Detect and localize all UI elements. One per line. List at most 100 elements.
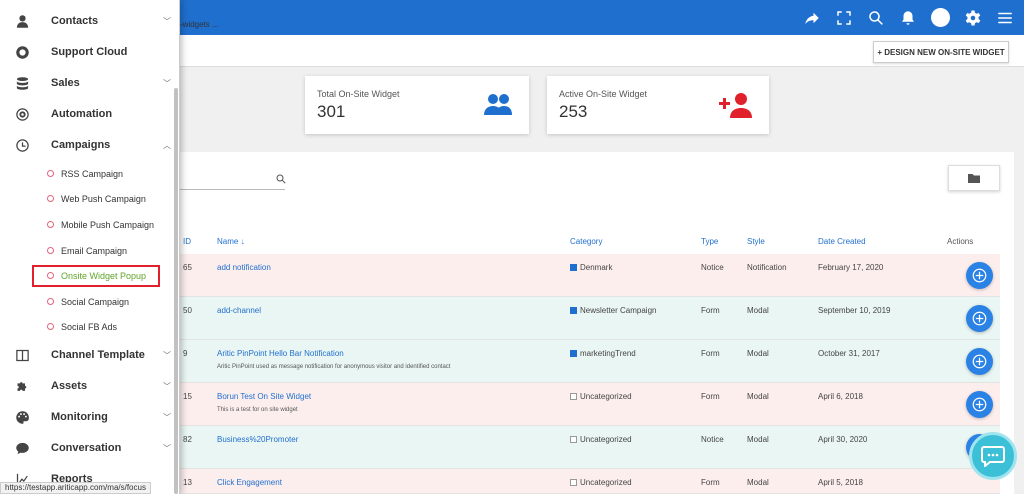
cell-id: 65 bbox=[183, 263, 192, 272]
person-icon bbox=[14, 13, 30, 29]
category-label: Denmark bbox=[580, 263, 613, 272]
chat-bubble-icon bbox=[14, 440, 30, 456]
cell-category: Denmark bbox=[570, 263, 612, 272]
add-action-button[interactable] bbox=[966, 391, 993, 418]
folder-button[interactable] bbox=[948, 165, 1000, 191]
cell-type: Form bbox=[701, 478, 720, 487]
sidebar-subitem-web-push-campaign[interactable]: Web Push Campaign bbox=[0, 186, 176, 211]
category-color-square bbox=[570, 350, 577, 357]
cell-name[interactable]: add-channel bbox=[217, 306, 262, 315]
cell-name[interactable]: Aritic PinPoint Hello Bar Notification bbox=[217, 349, 344, 358]
cell-date: February 17, 2020 bbox=[818, 263, 884, 272]
gear-icon[interactable] bbox=[964, 9, 982, 27]
table-row: 50 add-channel Newsletter Campaign Form … bbox=[180, 297, 1000, 340]
puzzle-icon bbox=[14, 378, 30, 394]
chat-widget-button[interactable] bbox=[969, 432, 1017, 480]
chevron-down-icon: ﹀ bbox=[163, 78, 171, 88]
table-row: 82 Business%20Promoter Uncategorized Not… bbox=[180, 426, 1000, 469]
circle-icon bbox=[47, 247, 54, 254]
cell-description: Aritic PinPoint used as message notifica… bbox=[217, 364, 451, 370]
stat-value: 253 bbox=[559, 102, 588, 121]
target-icon bbox=[14, 106, 30, 122]
search-icon[interactable] bbox=[867, 9, 885, 27]
cell-style: Modal bbox=[747, 349, 769, 358]
sidebar-subitem-social-campaign[interactable]: Social Campaign bbox=[0, 289, 176, 314]
circle-icon bbox=[47, 221, 54, 228]
folder-icon bbox=[968, 174, 980, 183]
sidebar-subitem-mobile-push-campaign[interactable]: Mobile Push Campaign bbox=[0, 212, 176, 237]
sidebar-subitem-onsite-widget-popup[interactable]: Onsite Widget Popup bbox=[0, 263, 176, 288]
cell-name[interactable]: Borun Test On Site Widget bbox=[217, 392, 312, 401]
sidebar-item-sales[interactable]: Sales ﹀ bbox=[0, 68, 176, 98]
clock-icon bbox=[14, 137, 30, 153]
sidebar-subitem-label: Onsite Widget Popup bbox=[61, 270, 147, 281]
chart-icon bbox=[14, 471, 30, 487]
column-header-name-label: Name bbox=[217, 237, 239, 246]
column-header-id[interactable]: ID bbox=[183, 237, 191, 246]
category-label: Newsletter Campaign bbox=[580, 306, 657, 315]
users-icon bbox=[484, 94, 512, 115]
cell-date: April 30, 2020 bbox=[818, 435, 868, 444]
cell-type: Form bbox=[701, 306, 720, 315]
circle-icon bbox=[47, 195, 54, 202]
avatar[interactable] bbox=[931, 8, 950, 27]
sidebar-item-conversation[interactable]: Conversation ﹀ bbox=[0, 433, 176, 463]
sidebar-item-channel-template[interactable]: Channel Template ﹀ bbox=[0, 340, 176, 370]
cell-style: Modal bbox=[747, 306, 769, 315]
cell-date: April 6, 2018 bbox=[818, 392, 863, 401]
search-input[interactable] bbox=[180, 189, 285, 190]
search-icon[interactable] bbox=[275, 173, 287, 185]
stat-label: Active On-Site Widget bbox=[559, 89, 648, 99]
sidebar-item-support-cloud[interactable]: Support Cloud bbox=[0, 37, 176, 67]
sidebar-subitem-label: RSS Campaign bbox=[61, 168, 124, 179]
sidebar-scrollbar[interactable] bbox=[174, 88, 178, 494]
cell-name[interactable]: Business%20Promoter bbox=[217, 435, 299, 444]
cell-name[interactable]: Click Engagement bbox=[217, 478, 282, 487]
add-action-button[interactable] bbox=[966, 305, 993, 332]
cell-style: Modal bbox=[747, 435, 769, 444]
sidebar-item-label: Automation bbox=[51, 108, 113, 120]
add-action-button[interactable] bbox=[966, 262, 993, 289]
sidebar-item-contacts[interactable]: Contacts ﹀ bbox=[0, 6, 176, 36]
highlight-box bbox=[32, 265, 160, 287]
bell-icon[interactable] bbox=[899, 9, 917, 27]
columns-icon bbox=[14, 347, 30, 363]
add-action-button[interactable] bbox=[966, 348, 993, 375]
sidebar-item-label: Support Cloud bbox=[51, 46, 128, 58]
column-header-actions: Actions bbox=[947, 237, 974, 246]
cell-style: Modal bbox=[747, 478, 769, 487]
sidebar-item-label: Sales bbox=[51, 77, 80, 89]
lifebuoy-icon bbox=[14, 44, 30, 60]
column-header-category[interactable]: Category bbox=[570, 237, 603, 246]
category-label: Uncategorized bbox=[580, 435, 632, 444]
category-color-square bbox=[570, 479, 577, 486]
sidebar-subitem-email-campaign[interactable]: Email Campaign bbox=[0, 238, 176, 263]
hamburger-menu-icon[interactable] bbox=[996, 9, 1014, 27]
fullscreen-icon[interactable] bbox=[835, 9, 853, 27]
sidebar-subitem-rss-campaign[interactable]: RSS Campaign bbox=[0, 161, 176, 186]
column-header-type[interactable]: Type bbox=[701, 237, 719, 246]
sidebar-subitem-social-fb-ads[interactable]: Social FB Ads bbox=[0, 314, 176, 339]
category-color-square bbox=[570, 436, 577, 443]
column-header-date-created[interactable]: Date Created bbox=[818, 237, 866, 246]
column-header-name[interactable]: Name ↓ bbox=[217, 237, 245, 246]
sidebar-subitem-label: Mobile Push Campaign bbox=[61, 219, 155, 230]
database-icon bbox=[14, 75, 30, 91]
cell-name[interactable]: add notification bbox=[217, 263, 271, 272]
status-bar-url: https://testapp.ariticapp.com/ma/s/focus bbox=[0, 482, 151, 494]
sidebar-item-label: Channel Template bbox=[51, 349, 145, 361]
sidebar-item-monitoring[interactable]: Monitoring ﹀ bbox=[0, 402, 176, 432]
share-icon[interactable] bbox=[803, 9, 821, 27]
column-header-style[interactable]: Style bbox=[747, 237, 765, 246]
chevron-down-icon: ﹀ bbox=[163, 350, 171, 360]
sidebar-item-assets[interactable]: Assets ﹀ bbox=[0, 371, 176, 401]
user-plus-icon bbox=[719, 93, 752, 118]
cell-category: marketingTrend bbox=[570, 349, 636, 358]
sidebar-item-automation[interactable]: Automation bbox=[0, 99, 176, 129]
design-new-widget-button[interactable]: + DESIGN NEW ON-SITE WIDGET bbox=[873, 41, 1009, 63]
cell-type: Notice bbox=[701, 263, 724, 272]
cell-id: 9 bbox=[183, 349, 188, 358]
cell-id: 15 bbox=[183, 392, 192, 401]
sidebar-subitem-label: Email Campaign bbox=[61, 245, 128, 256]
sidebar-item-campaigns[interactable]: Campaigns ︿ bbox=[0, 130, 176, 160]
